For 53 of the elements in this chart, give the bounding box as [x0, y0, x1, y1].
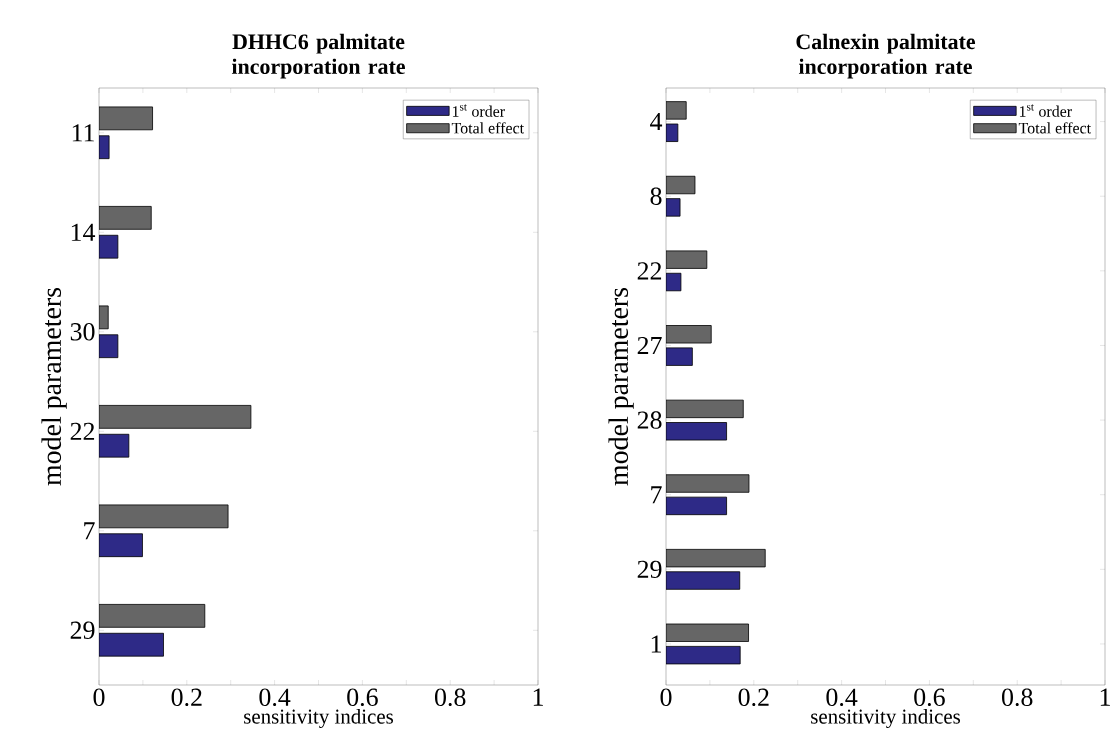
y-tick-label: 29 — [70, 621, 95, 639]
x-tick-label: 0.4 — [826, 688, 858, 707]
bar — [99, 206, 152, 230]
y-tick-label: 4 — [650, 113, 663, 131]
bar — [666, 623, 749, 642]
bar — [666, 548, 766, 568]
bar — [666, 474, 750, 493]
y-tick-label: 30 — [70, 323, 95, 341]
legend-label: 1$^{st}$ order — [1019, 104, 1072, 117]
y-tick-label: 1 — [651, 635, 661, 653]
bar — [99, 433, 130, 458]
legend-label: Total effect — [1018, 122, 1091, 134]
y-tick-label: 22 — [637, 262, 662, 280]
x-tick-label: 0 — [93, 688, 105, 706]
x-tick-label: 0.6 — [914, 688, 945, 707]
bar — [666, 325, 712, 344]
legend-label: 1$^{st}$ order — [452, 104, 505, 117]
x-tick-label: 0 — [660, 688, 672, 706]
legend-label: Total effect — [451, 122, 524, 134]
y-axis-title: model parameters — [41, 287, 67, 486]
x-tick-label: 1 — [533, 688, 543, 706]
y-tick-label: 11 — [72, 124, 94, 142]
y-tick-label: 8 — [650, 187, 662, 205]
x-axis-title: sensitivity indices — [811, 708, 961, 728]
bar — [99, 632, 164, 657]
x-tick-label: 0.2 — [738, 688, 769, 707]
x-tick-label: 0.8 — [1002, 688, 1033, 707]
y-tick-label: 29 — [637, 560, 662, 579]
x-axis-title: sensitivity indices — [244, 708, 394, 728]
bar — [666, 250, 708, 269]
bar — [99, 533, 143, 558]
y-tick-label: 27 — [637, 336, 662, 355]
bar — [666, 571, 741, 590]
bar — [666, 175, 696, 195]
x-tick-label: 0.8 — [435, 688, 466, 707]
y-tick-label: 28 — [637, 411, 662, 429]
x-tick-label: 1 — [1100, 688, 1110, 706]
y-tick-label: 7 — [84, 522, 95, 540]
y-axis-title: model parameters — [608, 287, 634, 486]
bar — [666, 645, 741, 665]
bar — [99, 504, 229, 529]
bar — [99, 604, 206, 628]
bar — [666, 399, 744, 419]
bar — [666, 101, 687, 120]
x-tick-label: 0.6 — [347, 688, 378, 707]
x-tick-label: 0.2 — [171, 688, 202, 707]
y-tick-label: 7 — [651, 486, 662, 504]
x-tick-label: 0.4 — [259, 688, 291, 707]
y-tick-label: 14 — [71, 223, 96, 241]
bar — [99, 405, 252, 429]
chart-title: Calnexin palmitate incorporation rate — [796, 33, 976, 79]
y-tick-label: 22 — [70, 422, 95, 440]
chart-title: DHHC6 palmitate incorporation rate — [231, 33, 405, 79]
